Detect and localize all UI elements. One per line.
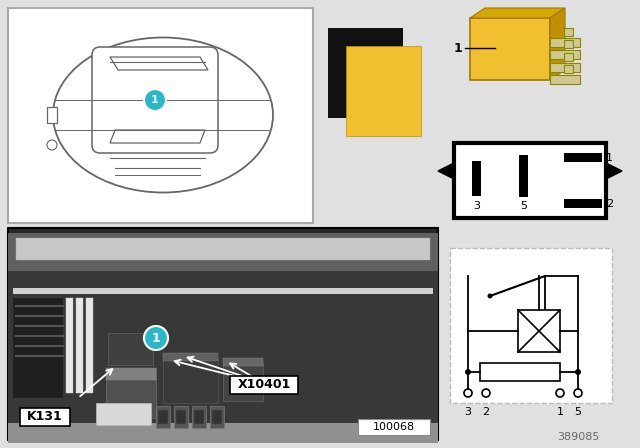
Circle shape — [482, 389, 490, 397]
Bar — [163, 353, 218, 361]
Bar — [8, 271, 438, 440]
Polygon shape — [470, 8, 565, 18]
Text: 5: 5 — [575, 407, 582, 417]
Text: 100068: 100068 — [373, 422, 415, 432]
Text: 1: 1 — [454, 42, 462, 55]
Ellipse shape — [53, 38, 273, 193]
Bar — [66, 298, 73, 393]
Bar — [564, 40, 573, 48]
Bar — [230, 376, 298, 394]
Bar — [550, 63, 580, 72]
Text: 1: 1 — [557, 407, 563, 417]
Bar — [47, 107, 57, 123]
Bar — [564, 53, 573, 61]
Bar — [518, 310, 560, 352]
Circle shape — [464, 389, 472, 397]
Circle shape — [488, 293, 493, 298]
FancyBboxPatch shape — [92, 47, 218, 153]
Text: 3: 3 — [465, 407, 472, 417]
Bar — [8, 228, 438, 440]
Text: 1: 1 — [152, 332, 161, 345]
Text: 1: 1 — [151, 95, 159, 105]
Bar — [8, 233, 438, 271]
Bar — [13, 298, 63, 398]
Text: K131: K131 — [27, 410, 63, 423]
Polygon shape — [550, 8, 565, 80]
Bar — [176, 410, 186, 424]
Text: 5: 5 — [520, 201, 527, 211]
Bar — [76, 298, 83, 393]
Bar — [158, 410, 168, 424]
Bar — [519, 155, 528, 197]
Bar — [96, 403, 151, 425]
Bar — [106, 368, 156, 418]
Circle shape — [465, 369, 471, 375]
Polygon shape — [110, 57, 208, 70]
Bar — [346, 46, 421, 136]
Bar — [550, 50, 580, 59]
Bar — [358, 419, 430, 435]
Bar — [106, 368, 156, 380]
Bar — [564, 199, 602, 208]
Circle shape — [144, 89, 166, 111]
Bar — [223, 363, 263, 401]
Bar — [454, 143, 606, 218]
Bar — [564, 28, 573, 36]
Bar — [108, 333, 153, 365]
Text: 2: 2 — [483, 407, 490, 417]
Bar — [550, 75, 580, 84]
Circle shape — [144, 326, 168, 350]
Bar — [328, 28, 403, 118]
Circle shape — [47, 140, 57, 150]
Polygon shape — [438, 163, 454, 179]
Text: 389085: 389085 — [557, 432, 600, 442]
Bar — [470, 18, 550, 80]
Bar — [16, 238, 430, 260]
Text: 1: 1 — [606, 153, 613, 163]
Bar — [174, 406, 188, 428]
Text: 3: 3 — [474, 201, 481, 211]
Bar — [480, 363, 560, 381]
Circle shape — [575, 369, 581, 375]
Circle shape — [574, 389, 582, 397]
Bar — [192, 406, 206, 428]
Bar — [223, 358, 263, 366]
Circle shape — [556, 389, 564, 397]
Bar — [156, 406, 170, 428]
Bar — [86, 298, 93, 393]
Bar — [450, 248, 612, 403]
Text: 2: 2 — [606, 199, 613, 209]
Text: X10401: X10401 — [237, 379, 291, 392]
Bar — [550, 38, 580, 47]
Bar — [8, 8, 313, 223]
Bar — [210, 406, 224, 428]
Bar — [212, 410, 222, 424]
Bar — [564, 65, 573, 73]
Polygon shape — [110, 130, 205, 143]
Bar — [194, 410, 204, 424]
Bar — [163, 358, 218, 403]
Bar — [472, 161, 481, 196]
Bar — [564, 153, 602, 162]
Polygon shape — [606, 163, 622, 179]
Bar — [8, 423, 438, 443]
Bar — [20, 408, 70, 426]
Bar — [13, 288, 433, 294]
